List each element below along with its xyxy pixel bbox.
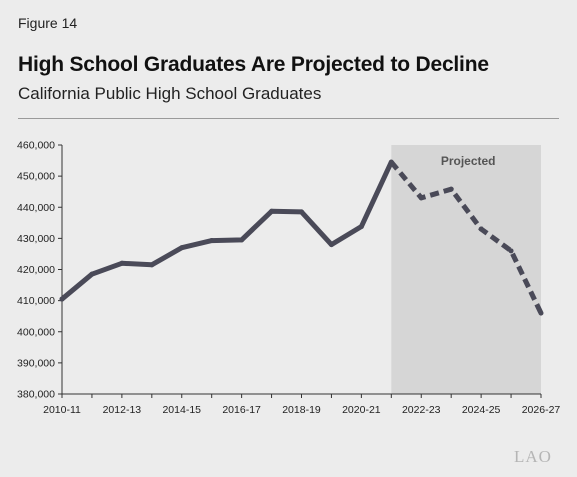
data-point: [149, 262, 155, 268]
data-point: [89, 271, 95, 277]
figure-label: Figure 14: [18, 15, 78, 31]
x-tick-label: 2022-23: [402, 404, 441, 416]
data-point: [269, 208, 275, 214]
data-point: [209, 238, 215, 244]
data-point: [179, 245, 185, 251]
lao-logo: LAO: [514, 447, 552, 466]
projected-label: Projected: [441, 154, 496, 168]
data-point: [59, 296, 65, 302]
x-tick-label: 2014-15: [162, 404, 201, 416]
y-tick-label: 390,000: [17, 357, 55, 369]
chart-title: High School Graduates Are Projected to D…: [18, 53, 489, 76]
x-tick-label: 2020-21: [342, 404, 381, 416]
data-point: [119, 260, 125, 266]
y-tick-label: 460,000: [17, 140, 55, 152]
data-point: [239, 237, 245, 243]
data-point: [538, 310, 544, 316]
data-point: [388, 159, 394, 165]
x-tick-label: 2024-25: [462, 404, 501, 416]
y-tick-label: 420,000: [17, 264, 55, 276]
series-line-projected: [389, 160, 544, 315]
y-tick-label: 400,000: [17, 326, 55, 338]
x-tick-label: 2018-19: [282, 404, 321, 416]
data-point: [448, 186, 454, 192]
title-divider: [18, 118, 559, 119]
data-point: [328, 242, 334, 248]
x-tick-label: 2016-17: [222, 404, 261, 416]
x-tick-label: 2010-11: [43, 404, 81, 416]
projected-region-band: [391, 145, 541, 394]
data-point: [358, 224, 364, 230]
y-tick-label: 430,000: [17, 233, 55, 245]
data-point: [478, 226, 484, 232]
y-tick-label: 380,000: [17, 389, 55, 401]
data-point: [299, 209, 304, 215]
y-tick-label: 410,000: [17, 295, 55, 307]
chart-subtitle: California Public High School Graduates: [18, 84, 322, 103]
series-line-actual: [59, 159, 394, 302]
y-tick-label: 440,000: [17, 202, 55, 214]
x-tick-label: 2026-27: [522, 404, 561, 416]
y-tick-label: 450,000: [17, 171, 55, 183]
data-point: [418, 195, 424, 201]
x-tick-label: 2012-13: [103, 404, 142, 416]
data-point: [508, 248, 514, 254]
